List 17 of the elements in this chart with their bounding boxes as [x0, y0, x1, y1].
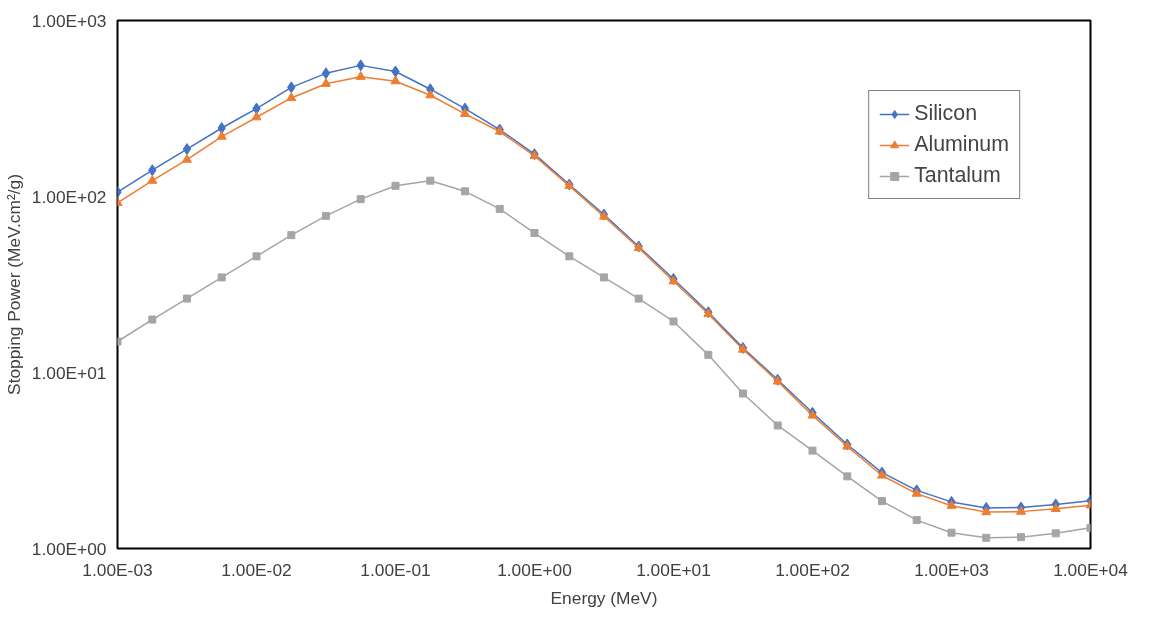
y-tick-label: 1.00E+00 [31, 538, 107, 559]
x-tick-label: 1.00E+03 [914, 559, 989, 580]
y-tick-label: 1.00E+03 [31, 10, 107, 31]
x-tick-label: 1.00E-03 [82, 559, 153, 580]
legend-label: Aluminum [914, 132, 1009, 157]
x-tick-label: 1.00E+01 [636, 559, 711, 580]
x-tick-label: 1.00E+02 [775, 559, 850, 580]
legend-label: Silicon [914, 101, 978, 126]
x-tick-label: 1.00E-02 [221, 559, 292, 580]
y-tick-label: 1.00E+02 [31, 186, 107, 207]
y-axis-title: Stopping Power (MeV.cm²/g) [3, 174, 24, 395]
x-tick-label: 1.00E-01 [360, 559, 431, 580]
x-axis-title: Energy (MeV) [550, 587, 658, 608]
legend-label: Tantalum [914, 163, 1001, 188]
y-tick-label: 1.00E+01 [31, 362, 107, 383]
x-tick-label: 1.00E+00 [497, 559, 572, 580]
x-tick-label: 1.00E+04 [1053, 559, 1129, 580]
